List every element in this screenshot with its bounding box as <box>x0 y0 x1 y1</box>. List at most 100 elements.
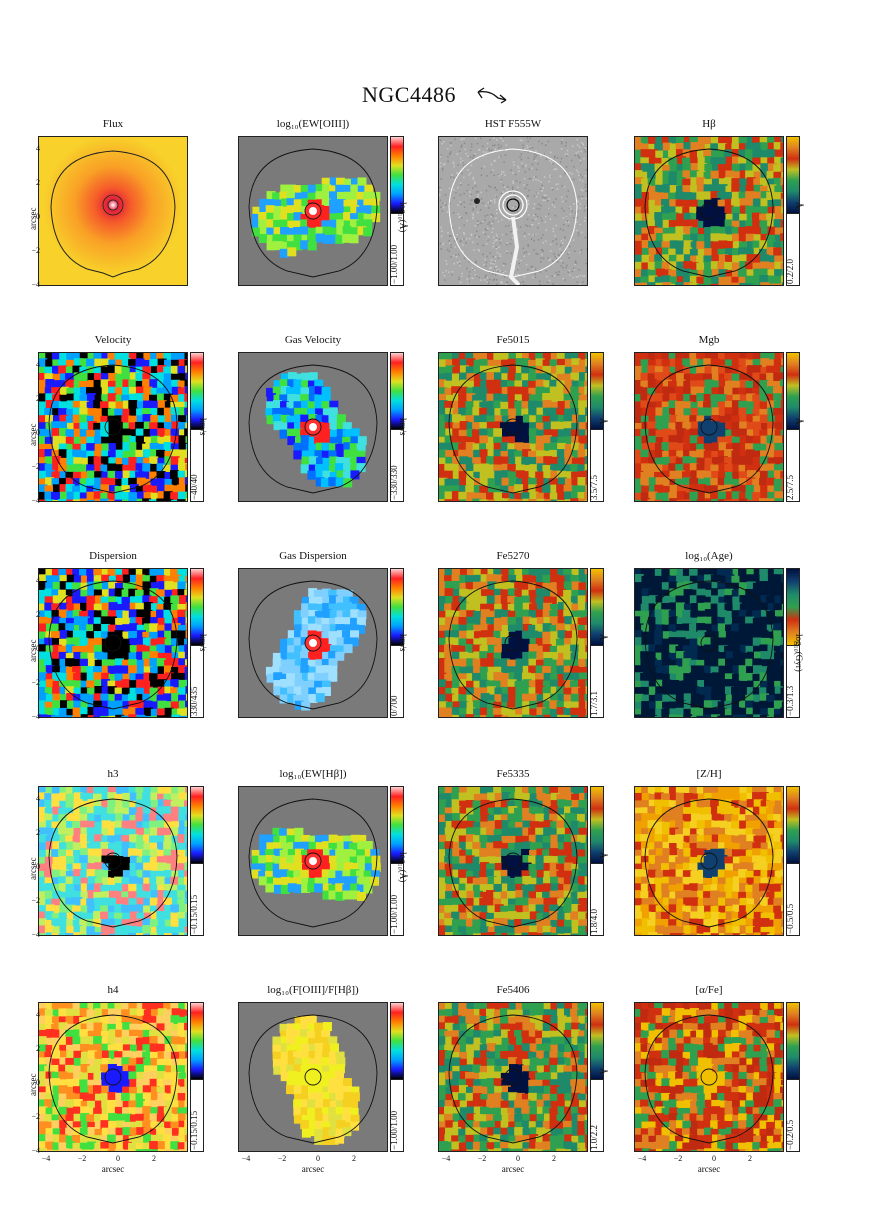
panel-title: Velocity <box>94 334 132 346</box>
panel-title: Mgb <box>698 334 720 346</box>
x-tick-label: 0 <box>116 1154 120 1163</box>
x-tick-label: −2 <box>77 1154 87 1163</box>
colorbar-label-box <box>786 646 800 718</box>
panel-map <box>634 568 784 718</box>
panel-map <box>38 786 188 936</box>
panel-map <box>38 1002 188 1152</box>
y-tick-label: 4 <box>36 144 40 153</box>
figure-title: NGC4486 <box>0 82 872 110</box>
y-ticks: 4 2 0 −2 −4 <box>31 568 40 721</box>
x-tick-label: 0 <box>316 1154 320 1163</box>
colorbar-unit: Å <box>598 852 608 859</box>
map-panel: [α/Fe] −4 −2 0 2 arcsec −0.2/0.5 <box>624 984 820 1184</box>
panel-title: h3 <box>107 768 119 780</box>
x-ticks: −4 −2 0 2 <box>238 1154 388 1164</box>
panel-title: [Z/H] <box>696 768 722 780</box>
panel-map <box>38 568 188 718</box>
y-tick-label: 0 <box>36 862 40 871</box>
colorbar <box>190 1002 204 1080</box>
colorbar-label-box <box>390 864 404 936</box>
x-axis-label: arcsec <box>301 1164 325 1174</box>
map-image <box>239 353 387 501</box>
colorbar-label-box <box>190 430 204 502</box>
map-image <box>39 1003 187 1151</box>
y-tick-label: −4 <box>31 712 40 721</box>
y-ticks: 4 2 0 −2 −4 <box>31 136 40 289</box>
panel-title: log₁₀(F[OIII]/F[Hβ]) <box>267 984 359 996</box>
map-image <box>439 1003 587 1151</box>
x-axis-label: arcsec <box>501 1164 525 1174</box>
map-panel: log₁₀(Age) −0.3/1.3 log₁₀(Gyr) <box>624 550 820 750</box>
panel-map <box>438 352 588 502</box>
panel-map <box>238 786 388 936</box>
colorbar-label-box <box>390 214 404 286</box>
colorbar-unit: Å <box>794 202 804 209</box>
y-ticks: 4 2 0 −2 −4 <box>31 352 40 505</box>
colorbar-unit: km/s <box>198 634 208 652</box>
figure-title-text: NGC4486 <box>362 82 456 107</box>
panel-map <box>634 1002 784 1152</box>
x-ticks: −4 −2 0 2 <box>38 1154 188 1164</box>
map-panel: log₁₀(F[OIII]/F[Hβ])−4−202arcsec−1.00/1.… <box>228 984 424 1184</box>
colorbar-label-box <box>786 1080 800 1152</box>
y-tick-label: −2 <box>31 1112 40 1121</box>
colorbar-label-box <box>590 1080 604 1152</box>
panel-title: Hβ <box>702 118 716 130</box>
map-panel: Fe5406 −4 −2 0 2 arcsec 1.0/2.2 Å <box>428 984 624 1184</box>
panel-title: log₁₀(EW[Hβ]) <box>279 768 347 780</box>
y-tick-label: 4 <box>36 360 40 369</box>
colorbar-label-box <box>786 430 800 502</box>
colorbar-label-box <box>786 864 800 936</box>
map-image <box>635 137 783 285</box>
x-axis-label: arcsec <box>101 1164 125 1174</box>
colorbar-label-box <box>190 646 204 718</box>
map-panel: Gas Velocity−330/330km/s <box>228 334 424 534</box>
colorbar <box>390 1002 404 1080</box>
panel-map <box>238 1002 388 1152</box>
x-tick-label: 2 <box>552 1154 556 1163</box>
colorbar-unit: Å <box>598 1068 608 1075</box>
y-tick-label: 0 <box>36 644 40 653</box>
colorbar-unit: log₁₀(Gyr) <box>794 634 804 672</box>
panel-title: HST F555W <box>484 118 542 130</box>
x-tick-label: −4 <box>637 1154 647 1163</box>
x-tick-label: −4 <box>41 1154 51 1163</box>
map-image <box>635 569 783 717</box>
map-panel: log₁₀(EW[OIII])−1.00/1.00log₁₀(Å) <box>228 118 424 318</box>
y-tick-label: 2 <box>36 178 40 187</box>
y-tick-label: −2 <box>31 678 40 687</box>
map-image <box>439 353 587 501</box>
x-tick-label: −4 <box>241 1154 251 1163</box>
map-panel: [Z/H] −0.5/0.5 <box>624 768 820 968</box>
y-tick-label: −4 <box>31 496 40 505</box>
panel-title: Fe5270 <box>496 550 530 562</box>
colorbar-unit: km/s <box>398 418 408 436</box>
colorbar-unit: Å <box>598 634 608 641</box>
map-panel: HST F555W <box>428 118 624 318</box>
colorbar <box>590 568 604 646</box>
panel-title: log₁₀(EW[OIII]) <box>276 118 350 130</box>
colorbar <box>590 1002 604 1080</box>
map-image <box>239 787 387 935</box>
y-tick-label: 2 <box>36 394 40 403</box>
y-tick-label: 2 <box>36 1044 40 1053</box>
y-tick-label: −2 <box>31 896 40 905</box>
y-tick-label: −2 <box>31 246 40 255</box>
x-tick-label: −2 <box>277 1154 287 1163</box>
colorbar <box>190 352 204 430</box>
colorbar <box>786 568 800 646</box>
colorbar-unit: Å <box>794 418 804 425</box>
colorbar-range: −0.3/1.3 <box>785 685 795 716</box>
map-image <box>439 787 587 935</box>
panel-map <box>438 568 588 718</box>
panel-map <box>238 136 388 286</box>
y-tick-label: −4 <box>31 280 40 289</box>
colorbar-label-box <box>786 214 800 286</box>
colorbar-unit: log₁₀(Å) <box>398 852 408 883</box>
y-ticks: 4 2 0 −2 −4 <box>31 786 40 939</box>
colorbar <box>390 786 404 864</box>
y-tick-label: −4 <box>31 1146 40 1155</box>
x-tick-label: 2 <box>748 1154 752 1163</box>
colorbar-unit: log₁₀(Å) <box>398 202 408 233</box>
